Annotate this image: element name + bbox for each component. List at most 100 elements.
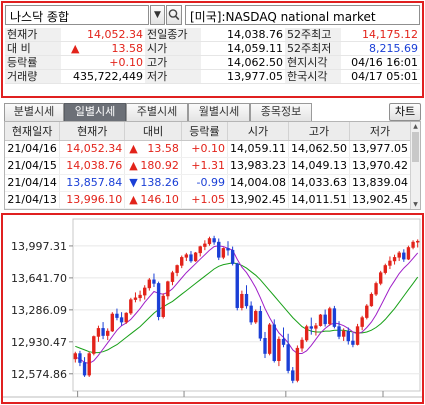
candle-up xyxy=(110,313,115,332)
candle-down xyxy=(346,330,350,342)
candle-up xyxy=(184,254,189,258)
tab-daily[interactable]: 일별시세 xyxy=(64,103,126,121)
candle-down xyxy=(235,263,239,308)
quote-value: 14,062.50 xyxy=(201,55,285,71)
candle-up xyxy=(161,295,165,317)
quote-value: +0.10 xyxy=(61,55,145,71)
y-tick-label: 12,930.47 xyxy=(11,336,67,349)
vertical-scrollbar[interactable]: ▲ ▼ xyxy=(410,122,420,209)
table-row[interactable]: 21/04/16 14,052.34 ▲ 13.58 +0.10 14,059.11 14,… xyxy=(5,140,412,158)
column-header[interactable]: 대비 xyxy=(124,122,182,141)
candle-up xyxy=(365,305,369,318)
candle-down xyxy=(258,311,263,339)
candle-down xyxy=(323,314,327,325)
candle-up xyxy=(170,272,175,282)
candle-down xyxy=(337,326,341,337)
candle-down xyxy=(101,328,105,336)
cell-change: ▼ 138.26 xyxy=(124,174,182,192)
column-header[interactable]: 등락률 xyxy=(181,122,229,141)
candle-down xyxy=(152,279,156,284)
y-tick-label: 13,286.09 xyxy=(11,304,67,317)
cell-date: 21/04/15 xyxy=(5,157,61,175)
candle-down xyxy=(217,241,221,258)
scroll-down-icon[interactable]: ▼ xyxy=(413,201,418,208)
candle-down xyxy=(78,353,82,363)
cell-rate: +1.31 xyxy=(181,157,229,175)
candle-up xyxy=(143,287,147,296)
candle-up xyxy=(416,240,420,243)
column-header[interactable]: 저가 xyxy=(349,122,412,141)
scrollbar-thumb[interactable] xyxy=(412,132,419,162)
y-tick-label: 12,574.86 xyxy=(11,368,67,381)
quote-value: 8,215.69 xyxy=(341,41,420,57)
candle-up xyxy=(355,326,360,345)
candle-up xyxy=(166,281,170,297)
candle-up xyxy=(207,238,212,245)
up-arrow-icon: ▲ xyxy=(129,142,138,155)
candle-up xyxy=(138,294,142,299)
down-arrow-icon: ▼ xyxy=(129,176,138,189)
x-tick-label: 04 xyxy=(385,400,399,402)
search-icon[interactable] xyxy=(166,5,182,25)
quote-value: 14,175.12 xyxy=(341,28,420,43)
candle-up xyxy=(175,265,179,273)
table-row[interactable]: 21/04/15 14,038.76 ▲ 180.92 +1.31 13,983.23 14… xyxy=(5,157,412,175)
cell-open: 14,059.11 xyxy=(227,140,289,158)
candle-up xyxy=(383,265,387,273)
candle-up xyxy=(406,247,411,260)
x-tick-label: 02 xyxy=(186,400,200,402)
candle-up xyxy=(328,308,332,325)
candle-up xyxy=(360,317,364,327)
candle-down xyxy=(244,293,249,307)
candle-up xyxy=(392,257,397,262)
market-label: [미국]:NASDAQ national market xyxy=(185,5,420,25)
tab-monthly[interactable]: 월별시세 xyxy=(188,103,250,121)
quote-label: 시가 xyxy=(145,41,201,57)
quote-label: 한국시각 xyxy=(285,69,341,85)
candle-up xyxy=(180,257,184,266)
candle-up xyxy=(73,353,77,360)
candle-down xyxy=(115,313,119,318)
candle-up xyxy=(106,330,110,336)
table-row[interactable]: 21/04/13 13,996.10 ▲ 146.10 +1.05 13,902.45 14… xyxy=(5,191,412,209)
column-header[interactable]: 고가 xyxy=(288,122,350,141)
cell-change: ▲ 13.58 xyxy=(124,140,182,158)
chevron-down-icon[interactable]: ▼ xyxy=(150,5,165,25)
chart-button[interactable]: 차트 xyxy=(389,103,421,121)
candle-up xyxy=(267,324,272,354)
candlestick-chart: 13,997.31 13,641.70 13,286.09 12,930.47 12,5… xyxy=(3,218,422,402)
column-header[interactable]: 시가 xyxy=(227,122,289,141)
cell-open: 14,004.08 xyxy=(227,174,289,192)
cell-low: 13,839.04 xyxy=(349,174,412,192)
tab-weekly[interactable]: 주별시세 xyxy=(126,103,188,121)
cell-rate: +0.10 xyxy=(181,140,229,158)
candle-down xyxy=(230,249,235,264)
candle-up xyxy=(369,293,374,307)
candle-up xyxy=(198,246,202,254)
column-header[interactable]: 현재일자 xyxy=(5,122,61,141)
cell-date: 21/04/13 xyxy=(5,191,61,209)
candle-up xyxy=(129,299,133,314)
candle-up xyxy=(221,248,226,258)
cell-rate: -0.99 xyxy=(181,174,229,192)
tab-minute[interactable]: 분별시세 xyxy=(4,103,64,121)
symbol-name-field[interactable]: 나스닥 종합 xyxy=(5,5,149,25)
candle-up xyxy=(388,260,392,266)
quote-label: 현지시각 xyxy=(285,55,341,71)
column-header[interactable]: 현재가 xyxy=(59,122,126,141)
tab-info[interactable]: 종목정보 xyxy=(250,103,312,121)
cell-date: 21/04/14 xyxy=(5,174,61,192)
candle-up xyxy=(318,314,323,326)
candle-up xyxy=(87,353,91,376)
daily-price-table: 현재일자 현재가 대비 등락률 시가 고가 저가 21/04/16 14,052.34 ▲ 13.… xyxy=(4,121,421,210)
cell-price: 14,052.34 xyxy=(59,140,126,158)
quote-label: 등락률 xyxy=(5,55,61,71)
table-row[interactable]: 21/04/14 13,857.84 ▼ 138.26 -0.99 14,004.08 14… xyxy=(5,174,412,192)
scroll-up-icon[interactable]: ▲ xyxy=(413,123,418,130)
candle-down xyxy=(272,324,276,361)
cell-change: ▲ 146.10 xyxy=(124,191,182,209)
quote-row: 거래량 435,722,449 저가 13,977.05 한국시각 04/17 05:01 xyxy=(5,69,420,85)
candle-up xyxy=(277,338,281,361)
candle-up xyxy=(397,252,401,258)
cell-price: 13,857.84 xyxy=(59,174,126,192)
